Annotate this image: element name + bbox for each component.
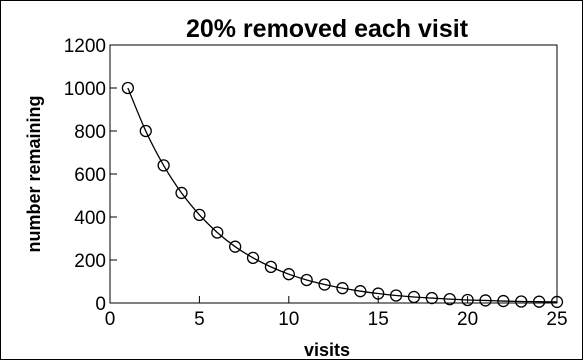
y-tick-label: 1000	[64, 79, 106, 100]
data-point	[479, 294, 492, 307]
y-tick-label: 0	[95, 294, 106, 315]
series-line	[127, 87, 558, 303]
y-tick-label: 600	[74, 165, 106, 186]
data-point	[372, 287, 385, 300]
x-tick-label: 5	[194, 309, 205, 330]
data-point	[282, 268, 295, 281]
y-tick-label: 400	[74, 208, 106, 229]
data-point	[550, 295, 564, 309]
data-point	[157, 159, 170, 172]
data-point	[443, 292, 456, 306]
data-point	[300, 273, 313, 287]
data-point	[121, 81, 135, 95]
data-point	[515, 295, 528, 308]
plot-area-border	[109, 44, 558, 304]
x-tick-label: 20	[457, 309, 478, 330]
data-point	[246, 251, 260, 265]
data-point	[532, 295, 546, 308]
data-point	[318, 278, 331, 291]
data-point	[497, 294, 510, 308]
x-tick-label: 0	[105, 309, 116, 330]
data-point	[407, 290, 421, 304]
x-axis-label: visits	[304, 340, 350, 360]
data-point	[193, 208, 206, 222]
data-point	[389, 289, 403, 302]
x-tick-label: 25	[546, 309, 567, 330]
y-tick-label: 800	[74, 122, 106, 143]
data-point	[229, 240, 242, 253]
x-tick-label: 10	[278, 309, 299, 330]
data-point	[264, 260, 278, 274]
data-point	[461, 293, 474, 307]
y-tick-label: 200	[74, 251, 106, 272]
data-point	[354, 285, 367, 298]
data-point	[425, 291, 438, 305]
data-point	[336, 282, 349, 295]
data-point	[139, 124, 152, 138]
y-tick-label: 1200	[64, 36, 106, 57]
y-axis-label: number remaining	[24, 95, 44, 252]
data-point	[211, 226, 224, 239]
x-tick-label: 15	[368, 309, 389, 330]
data-point	[175, 186, 188, 200]
chart-title: 20% removed each visit	[186, 15, 469, 43]
